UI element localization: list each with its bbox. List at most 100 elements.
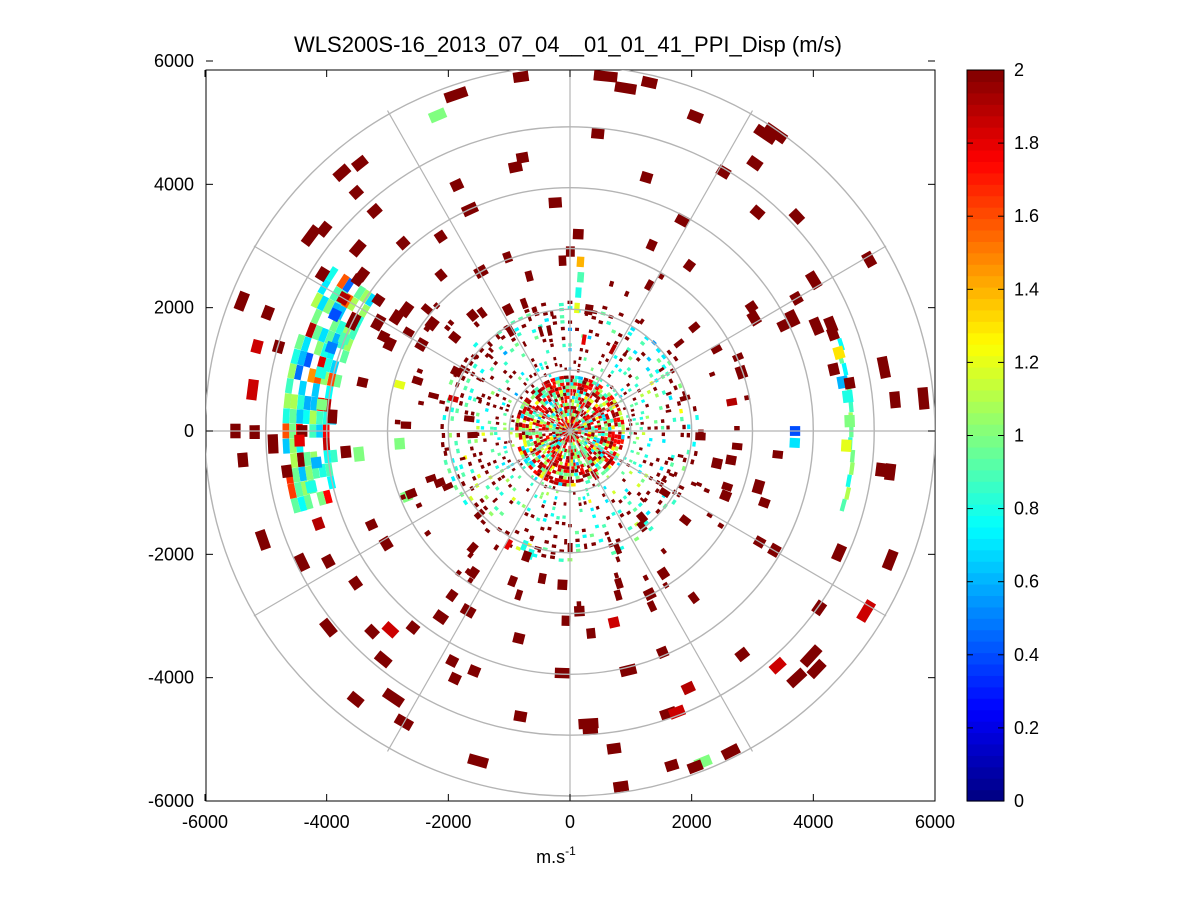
data-cell bbox=[546, 421, 551, 425]
data-cell bbox=[400, 421, 412, 429]
data-cell bbox=[605, 460, 611, 467]
data-cell bbox=[614, 363, 619, 369]
colorbar-band bbox=[967, 412, 1004, 425]
data-cell bbox=[594, 398, 600, 404]
data-cell bbox=[610, 369, 615, 375]
data-cell bbox=[316, 398, 328, 411]
data-cell bbox=[526, 417, 531, 422]
data-cell bbox=[550, 343, 555, 348]
data-cell bbox=[572, 389, 577, 393]
data-cell bbox=[584, 427, 589, 431]
data-cell bbox=[447, 319, 455, 327]
data-cell bbox=[551, 412, 556, 417]
data-cell bbox=[515, 432, 519, 438]
data-cell bbox=[577, 363, 581, 368]
data-cell bbox=[604, 432, 609, 437]
data-cell bbox=[692, 406, 697, 412]
data-cell bbox=[593, 445, 598, 450]
data-cell bbox=[356, 376, 369, 389]
data-cell bbox=[507, 574, 519, 588]
data-cell bbox=[523, 527, 530, 533]
data-cell bbox=[326, 372, 337, 387]
data-cell bbox=[423, 325, 431, 333]
data-cell bbox=[542, 450, 547, 455]
data-cell bbox=[587, 446, 592, 451]
colorbar-band bbox=[967, 663, 1004, 676]
data-cell bbox=[310, 292, 324, 309]
data-cell bbox=[564, 538, 568, 545]
data-cell bbox=[447, 467, 452, 474]
data-cell bbox=[508, 374, 513, 380]
data-cell bbox=[614, 434, 619, 439]
data-cell bbox=[545, 365, 550, 370]
colorbar-band bbox=[967, 389, 1004, 402]
data-cell bbox=[551, 403, 556, 409]
data-cell bbox=[492, 404, 497, 409]
data-cell bbox=[581, 419, 586, 424]
data-cell bbox=[294, 333, 306, 351]
data-cell bbox=[660, 547, 668, 555]
colorbar-band bbox=[967, 583, 1004, 596]
data-cell bbox=[660, 478, 668, 484]
data-cell bbox=[609, 440, 614, 446]
data-cell bbox=[574, 327, 580, 332]
data-cell bbox=[298, 380, 307, 396]
data-cell bbox=[609, 418, 615, 423]
data-cell bbox=[690, 459, 695, 465]
colorbar-band bbox=[967, 309, 1004, 322]
data-cell bbox=[507, 160, 524, 174]
data-cell bbox=[587, 416, 592, 420]
data-cell bbox=[495, 333, 501, 340]
data-cell bbox=[493, 360, 499, 366]
data-cell bbox=[582, 415, 587, 420]
colorbar-tick-label: 1.2 bbox=[1014, 352, 1039, 372]
data-cell bbox=[555, 401, 560, 406]
data-cell bbox=[557, 386, 563, 391]
data-cell bbox=[583, 424, 588, 429]
data-cell bbox=[606, 396, 612, 403]
data-cell bbox=[593, 70, 618, 83]
azimuth-spoke bbox=[253, 430, 571, 617]
data-cell bbox=[546, 470, 552, 476]
data-cell bbox=[597, 360, 602, 365]
data-cell bbox=[544, 410, 549, 415]
data-cell bbox=[551, 469, 557, 474]
data-cell bbox=[551, 440, 556, 445]
data-cell bbox=[844, 486, 852, 500]
data-cell bbox=[619, 663, 638, 678]
data-cell bbox=[861, 250, 878, 269]
data-cell bbox=[530, 384, 535, 389]
data-cell bbox=[587, 335, 592, 340]
data-cell bbox=[579, 445, 583, 450]
data-cell bbox=[296, 409, 304, 424]
data-cell bbox=[508, 499, 514, 505]
data-cell bbox=[472, 397, 477, 402]
data-cell bbox=[550, 512, 555, 517]
data-cell bbox=[558, 471, 564, 476]
data-cell bbox=[504, 450, 509, 454]
data-cell bbox=[592, 406, 597, 411]
data-cell bbox=[329, 449, 338, 463]
data-cell bbox=[566, 382, 571, 386]
data-cell bbox=[570, 469, 575, 474]
data-cell bbox=[613, 589, 623, 602]
data-cell bbox=[444, 406, 449, 412]
data-cell bbox=[533, 390, 540, 397]
data-cell bbox=[471, 475, 477, 481]
data-cell bbox=[649, 462, 654, 467]
data-cell bbox=[536, 419, 541, 424]
data-cell bbox=[484, 352, 490, 359]
colorbar-band bbox=[967, 755, 1004, 768]
colorbar-band bbox=[967, 469, 1004, 482]
data-cell bbox=[639, 340, 646, 346]
data-cell bbox=[587, 386, 593, 391]
data-cell bbox=[655, 508, 661, 515]
data-cell bbox=[525, 434, 529, 439]
data-cell bbox=[632, 461, 637, 466]
data-cell bbox=[449, 178, 465, 193]
data-cell bbox=[552, 485, 556, 490]
data-cell bbox=[340, 445, 352, 459]
data-cell bbox=[523, 452, 530, 459]
data-cell bbox=[556, 452, 560, 457]
data-cell bbox=[487, 353, 494, 360]
